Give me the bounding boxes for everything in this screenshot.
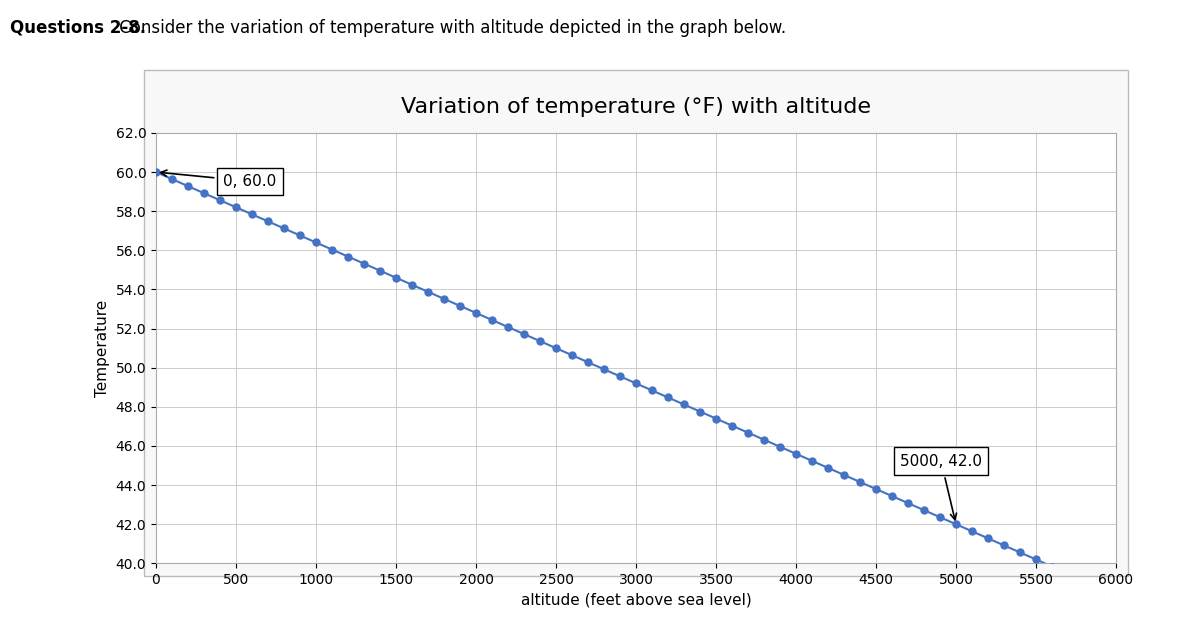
Text: 5000, 42.0: 5000, 42.0 (900, 453, 982, 520)
Text: Questions 2-8.: Questions 2-8. (10, 19, 145, 37)
Text: 0, 60.0: 0, 60.0 (161, 170, 276, 189)
X-axis label: altitude (feet above sea level): altitude (feet above sea level) (521, 592, 751, 608)
Title: Variation of temperature (°F) with altitude: Variation of temperature (°F) with altit… (401, 97, 871, 118)
Text: Consider the variation of temperature with altitude depicted in the graph below.: Consider the variation of temperature wi… (114, 19, 786, 37)
Y-axis label: Temperature: Temperature (95, 299, 110, 397)
